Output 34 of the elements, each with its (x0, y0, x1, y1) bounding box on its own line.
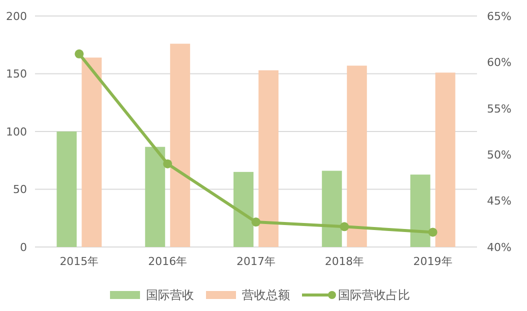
legend-label: 国际营收 (146, 288, 194, 302)
bar (170, 44, 190, 247)
point (252, 218, 260, 227)
bar (145, 146, 166, 247)
y-tick-label: 100 (6, 125, 27, 138)
bar (410, 174, 430, 247)
bar (346, 66, 367, 247)
x-tick-label: 2019年 (413, 255, 452, 268)
y2-tick-label: 55% (487, 102, 512, 116)
x-tick-label: 2018年 (324, 255, 364, 268)
point (428, 228, 438, 237)
y2-tick-label: 50% (487, 148, 512, 162)
y-tick-label: 0 (20, 240, 27, 254)
y-tick-label: 150 (6, 68, 27, 81)
legend-label: 国际营收占比 (338, 288, 410, 302)
point (340, 222, 349, 232)
bar (258, 70, 278, 247)
x-tick-label: 2016年 (148, 255, 188, 268)
x-tick-label: 2015年 (60, 255, 99, 268)
y2-tick-label: 40% (487, 240, 512, 254)
bar (82, 58, 102, 247)
bar (56, 132, 77, 247)
bar (435, 72, 456, 247)
y-tick-label: 50 (13, 183, 27, 196)
y-tick-label: 200 (6, 10, 27, 23)
point (163, 159, 172, 168)
y2-tick-label: 60% (487, 56, 512, 70)
bar (322, 170, 342, 247)
y2-tick-label: 45% (487, 194, 512, 208)
legend-label: 营收总额 (242, 288, 290, 302)
x-tick-label: 2017年 (236, 255, 276, 268)
y2-tick-label: 65% (487, 10, 512, 23)
bar (234, 172, 254, 247)
point (74, 49, 84, 58)
